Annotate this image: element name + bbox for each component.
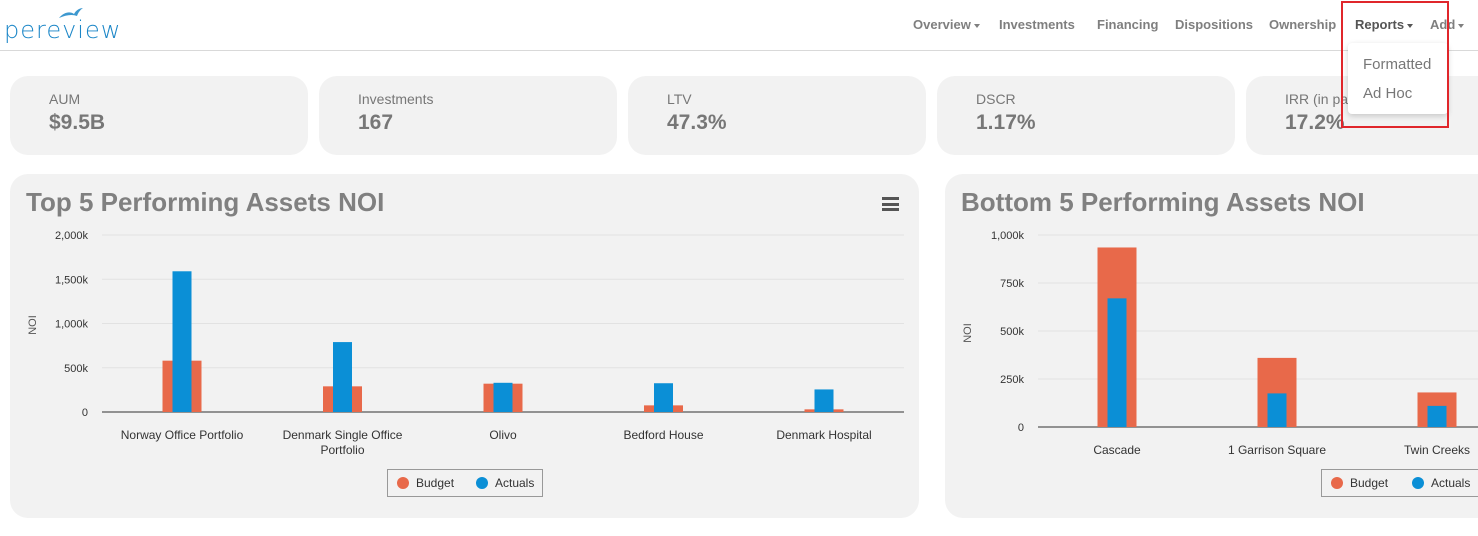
bar-actuals [654,383,673,412]
logo-text: pereview [4,16,122,44]
legend-dot-actuals [1412,477,1424,489]
hamburger-icon[interactable] [882,197,899,211]
kpi-card-dscr: DSCR 1.17% [937,76,1235,155]
kpi-label: Investments [358,91,434,107]
legend-dot-budget [1331,477,1343,489]
bar-actuals [1427,405,1447,427]
legend-dot-actuals [476,477,488,489]
kpi-card-investments: Investments 167 [319,76,617,155]
y-tick-label: 1,000k [991,230,1025,242]
x-category-label: Cascade [1093,443,1141,457]
chevron-down-icon [1458,23,1465,28]
top-noi-chart: 0 500k 1,000k 1,500k 2,000k NOI Norway Office … [27,230,904,457]
kpi-label: LTV [667,91,692,107]
bar-actuals [814,389,834,412]
x-category-label: Norway Office Portfolio [121,428,244,442]
y-tick-label: 0 [1018,422,1024,434]
chevron-down-icon [973,23,980,28]
nav-investments[interactable]: Investments [999,17,1075,32]
nav-overview[interactable]: Overview [913,17,980,32]
nav-add[interactable]: Add [1430,17,1465,32]
menu-item-formatted[interactable]: Formatted [1363,56,1432,73]
bar-actuals [1267,393,1287,427]
x-category-label: Olivo [489,428,517,442]
x-category-label: Portfolio [320,443,364,457]
bottom-assets-panel: Bottom 5 Performing Assets NOI 0 250k 500k… [945,174,1478,518]
bar-actuals [493,382,513,412]
kpi-card-aum: AUM $9.5B [10,76,308,155]
kpi-card-ltv: LTV 47.3% [628,76,926,155]
bird-icon [59,8,83,18]
legend-label-actuals[interactable]: Actuals [1431,476,1471,490]
y-tick-label: 0 [82,407,88,419]
x-category-label: Bedford House [623,428,703,442]
y-axis-label: NOI [27,315,39,335]
nav-reports[interactable]: Reports [1355,17,1414,32]
y-tick-label: 500k [64,363,88,375]
nav-financing[interactable]: Financing [1097,17,1159,32]
kpi-value: 167 [358,111,394,134]
legend-label-budget[interactable]: Budget [416,476,455,490]
y-axis-label: NOI [962,323,974,343]
menu-item-ad-hoc[interactable]: Ad Hoc [1363,85,1413,102]
x-category-label: Twin Creeks [1404,443,1470,457]
x-category-label: Denmark Single Office [283,428,403,442]
kpi-label: DSCR [976,91,1016,107]
kpi-value: 1.17% [976,111,1036,134]
top-navbar: pereview Overview Investments Financing … [0,0,1478,51]
x-category-label: 1 Garrison Square [1228,443,1326,457]
bar-actuals [1107,298,1127,427]
kpi-value: 17.2% [1285,111,1345,134]
y-tick-label: 1,000k [55,319,89,331]
nav-ownership[interactable]: Ownership [1269,17,1337,32]
y-tick-label: 500k [1000,326,1024,338]
reports-dropdown-menu: Formatted Ad Hoc [1348,43,1448,114]
y-tick-label: 750k [1000,278,1024,290]
legend-dot-budget [397,477,409,489]
chart-title: Top 5 Performing Assets NOI [26,187,385,217]
chevron-down-icon [1407,23,1414,28]
bar-actuals [333,342,352,412]
kpi-label: AUM [49,91,81,107]
y-tick-label: 2,000k [55,230,89,242]
top-assets-panel: Top 5 Performing Assets NOI 0 500k 1,000k 1… [10,174,919,518]
bar-actuals [172,271,192,412]
y-tick-label: 1,500k [55,274,89,286]
legend-label-budget[interactable]: Budget [1350,476,1389,490]
chart-title: Bottom 5 Performing Assets NOI [961,187,1365,217]
chart-legend: Budget Actuals [387,469,543,497]
legend-label-actuals[interactable]: Actuals [495,476,535,490]
kpi-value: $9.5B [49,111,106,134]
y-tick-label: 250k [1000,374,1024,386]
kpi-value: 47.3% [667,111,727,134]
chart-legend: Budget Actuals [1321,469,1478,497]
kpi-label: IRR (in pa [1285,91,1349,107]
nav-dispositions[interactable]: Dispositions [1175,17,1254,32]
x-category-label: Denmark Hospital [776,428,871,442]
bottom-noi-chart: 0 250k 500k 750k 1,000k NOI Cascade 1 Garrison … [962,230,1478,457]
